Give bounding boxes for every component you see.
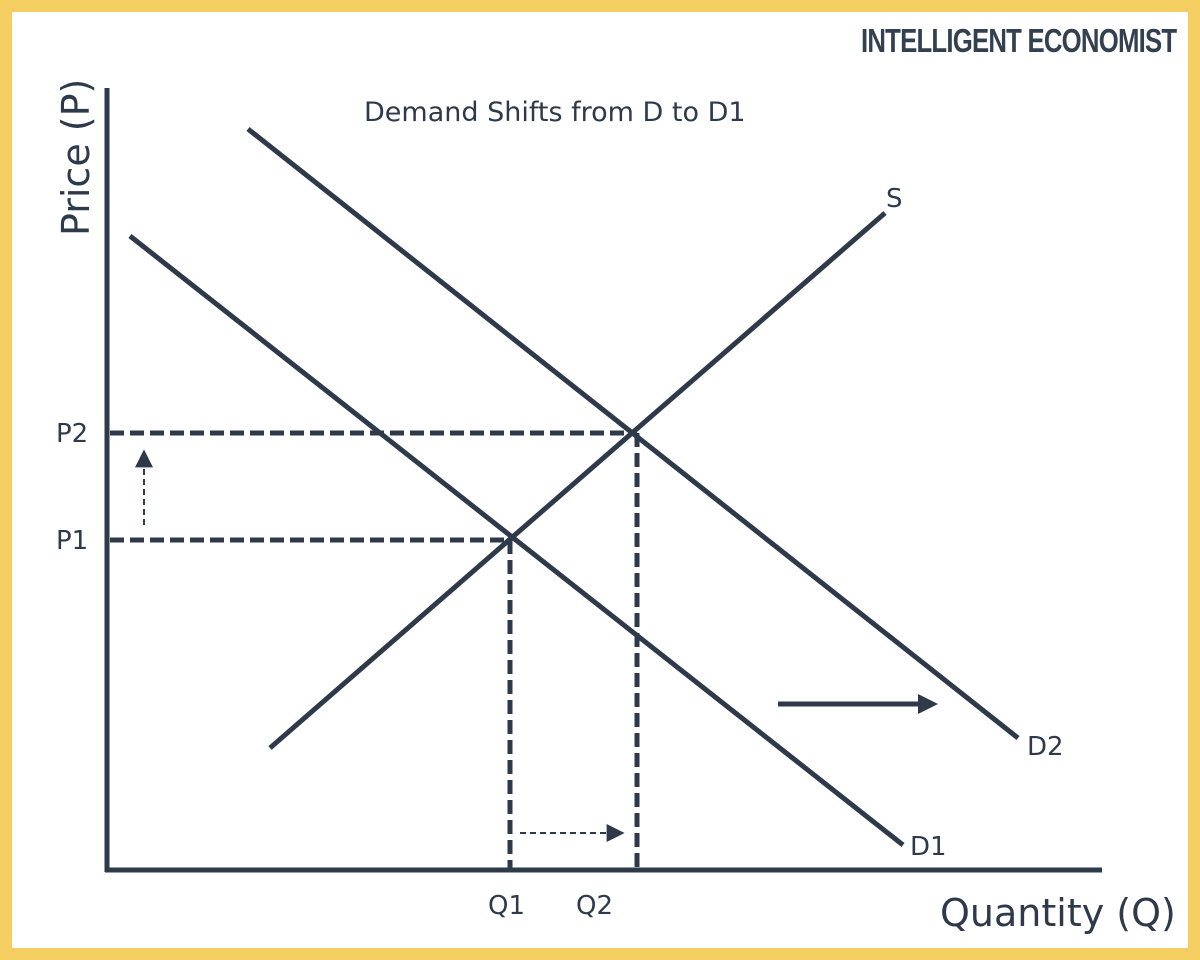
supply-curve bbox=[268, 211, 887, 750]
p1-label: P1 bbox=[56, 526, 88, 556]
diagram-frame bbox=[12, 12, 1188, 948]
demand-curve-d2 bbox=[246, 127, 1020, 740]
demand-d1-label: D1 bbox=[910, 832, 947, 862]
x-axis-label: Quantity (Q) bbox=[940, 891, 1176, 935]
supply-label: S bbox=[886, 184, 903, 214]
y-axis-label: Price (P) bbox=[54, 79, 98, 236]
p2-label: P2 bbox=[56, 419, 88, 449]
demand-d2-label: D2 bbox=[1027, 732, 1064, 762]
q1-label: Q1 bbox=[488, 891, 525, 921]
brand-logo: INTELLIGENT ECONOMIST bbox=[860, 22, 1177, 59]
demand-curve-d1 bbox=[128, 234, 905, 847]
q2-label: Q2 bbox=[576, 891, 613, 921]
diagram-title: Demand Shifts from D to D1 bbox=[364, 97, 746, 128]
